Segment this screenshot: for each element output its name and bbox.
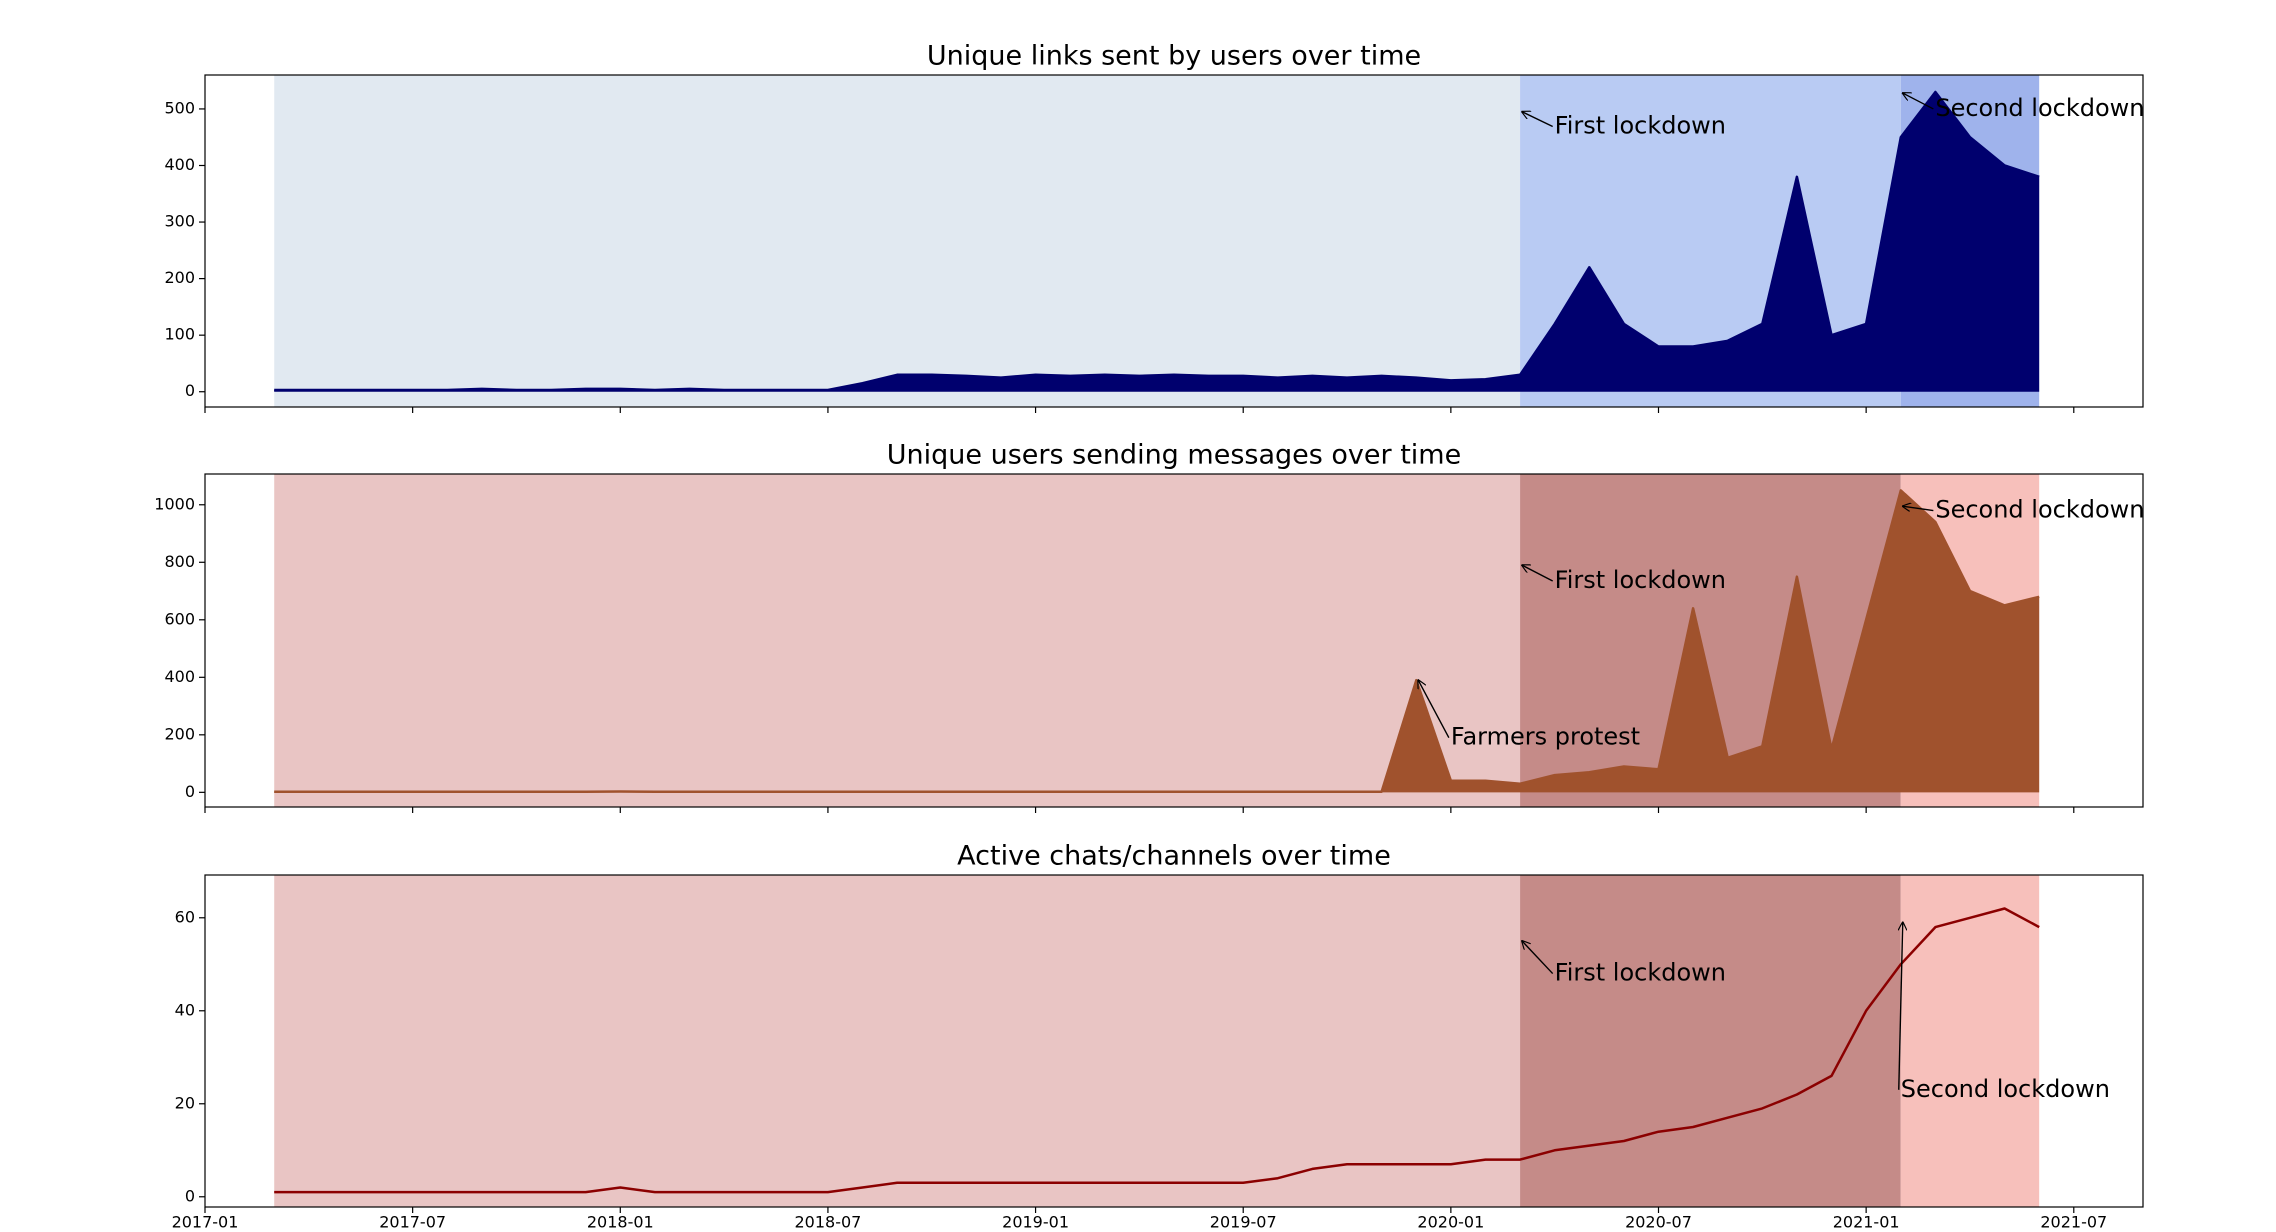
axes-frame: [204, 473, 2144, 808]
line: [274, 90, 2040, 392]
shaded-span: [274, 474, 1521, 807]
annotation-arrow: [1903, 93, 1934, 110]
x-tick-label: 2019-01: [1002, 1213, 1069, 1232]
y-tick-label: 20: [175, 1093, 195, 1112]
x-tick-label: 2017-01: [172, 1213, 239, 1232]
y-tick-label: 400: [164, 667, 195, 686]
annotation-arrow: [1903, 506, 1934, 510]
axes-frame: [204, 74, 2144, 408]
area: [274, 92, 2040, 392]
y-tick-label: 100: [164, 325, 195, 344]
chart-title: Unique links sent by users over time: [927, 41, 1421, 72]
annotation: Second lockdown: [1901, 1075, 2110, 1103]
annotation-arrow: [1418, 680, 1450, 739]
x-tick-label: 2021-01: [1833, 1213, 1900, 1232]
shaded-span: [1520, 875, 1901, 1207]
shaded-span: [274, 875, 1521, 1207]
y-tick-label: 60: [175, 907, 195, 926]
y-tick-label: 40: [175, 1000, 195, 1019]
annotation: Farmers protest: [1451, 723, 1640, 751]
x-tick-label: 2020-07: [1625, 1213, 1692, 1232]
y-tick-label: 800: [164, 552, 195, 571]
x-tick-label: 2017-07: [379, 1213, 446, 1232]
shaded-span: [274, 75, 1521, 407]
line: [274, 489, 2040, 794]
annotation-arrow: [1522, 112, 1553, 128]
y-tick-label: 0: [185, 782, 195, 801]
shaded-span: [1900, 875, 2040, 1207]
y-tick-label: 500: [164, 98, 195, 117]
annotation: First lockdown: [1555, 959, 1726, 987]
annotation-arrow: [1522, 565, 1553, 582]
y-tick-label: 400: [164, 155, 195, 174]
annotation: Second lockdown: [1935, 496, 2144, 524]
y-tick-label: 300: [164, 212, 195, 231]
y-tick-label: 1000: [154, 494, 195, 513]
y-tick-label: 0: [185, 1186, 195, 1205]
annotation: First lockdown: [1555, 566, 1726, 594]
axes-frame: [204, 874, 2144, 1208]
y-tick-label: 600: [164, 609, 195, 628]
annotation-arrow: [1898, 922, 1903, 1090]
y-tick-label: 0: [185, 381, 195, 400]
chart-title: Active chats/channels over time: [957, 841, 1391, 872]
x-tick-label: 2021-07: [2040, 1213, 2107, 1232]
y-tick-label: 200: [164, 268, 195, 287]
y-tick-label: 200: [164, 724, 195, 743]
annotation-arrow: [1522, 941, 1554, 975]
annotation: Second lockdown: [1935, 94, 2144, 122]
chart-title: Unique users sending messages over time: [887, 440, 1461, 471]
annotation: First lockdown: [1555, 111, 1726, 139]
x-tick-label: 2018-07: [794, 1213, 861, 1232]
line: [274, 907, 2040, 1194]
x-tick-label: 2018-01: [587, 1213, 654, 1232]
x-tick-label: 2020-01: [1417, 1213, 1484, 1232]
x-tick-label: 2019-07: [1210, 1213, 1277, 1232]
